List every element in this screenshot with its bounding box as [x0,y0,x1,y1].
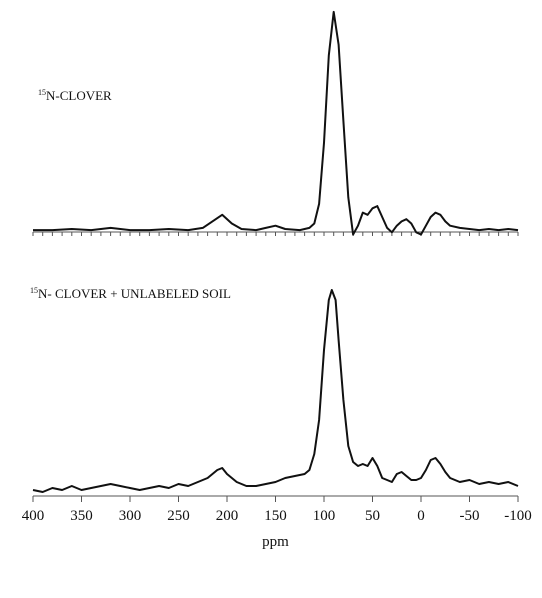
annotation-text: N- CLOVER + UNLABELED SOIL [38,286,231,301]
annotation: 15N-CLOVER [38,88,112,103]
x-tick-label: 100 [313,508,336,524]
spectrum-line [33,10,519,236]
x-tick-label: 300 [119,508,142,524]
x-tick-label: 150 [264,508,287,524]
x-tick-label: 400 [22,508,45,524]
x-tick-label: 250 [167,508,190,524]
x-tick-label: 0 [417,508,425,524]
x-tick-label: -50 [460,508,480,524]
x-axis-title: ppm [262,534,289,550]
annotation-superscript: 15 [38,88,46,97]
x-tick-label: 350 [70,508,93,524]
x-tick-label: 50 [365,508,380,524]
annotation-text: N-CLOVER [46,88,112,103]
spectrum-line [32,289,519,493]
x-tick-label: 200 [216,508,239,524]
annotation-superscript: 15 [30,286,38,295]
x-tick-label: -100 [504,508,532,524]
annotation: 15N- CLOVER + UNLABELED SOIL [30,286,231,301]
